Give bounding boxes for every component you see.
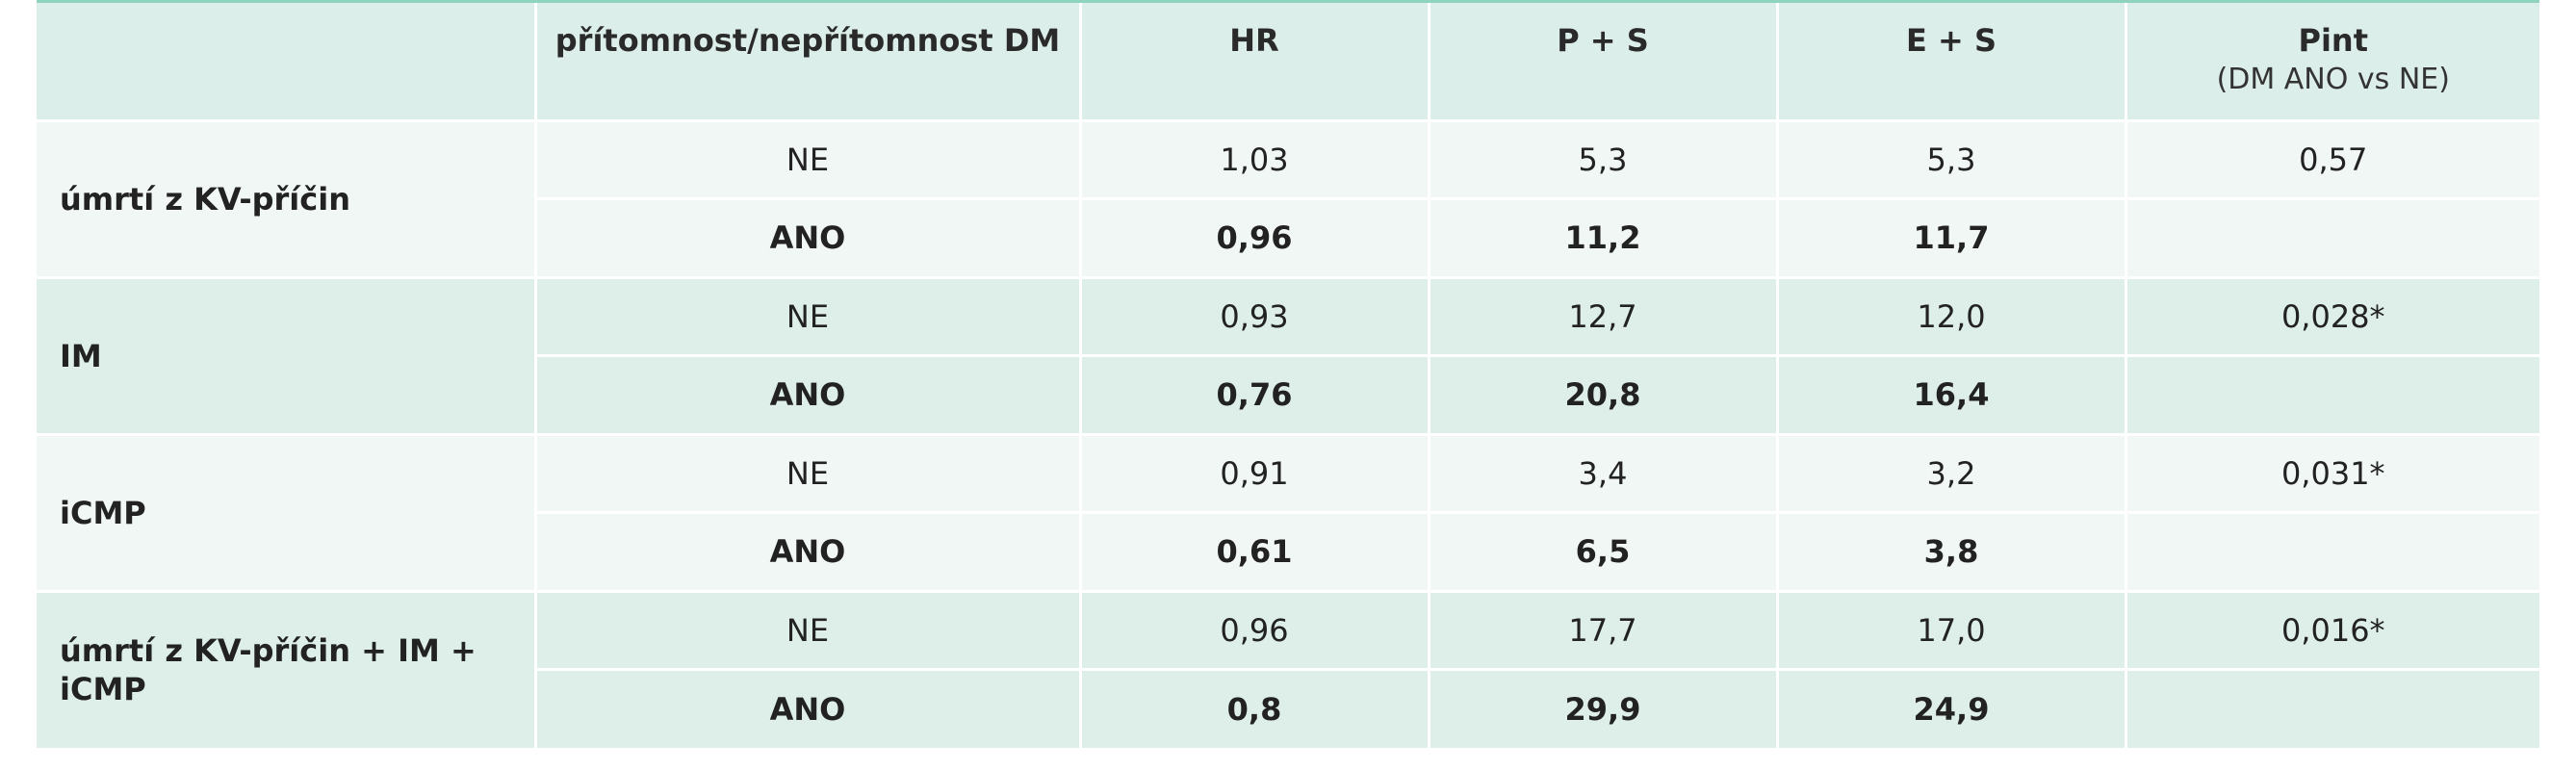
hr-cell: 0,8 — [1080, 667, 1430, 748]
endpoint-cell: úmrtí z KV-příčin — [37, 118, 537, 277]
es-cell: 3,2 — [1777, 432, 2127, 512]
ps-cell: 20,8 — [1429, 353, 1779, 434]
pint-cell: 0,028* — [2125, 275, 2539, 355]
pint-cell: 0,57 — [2125, 118, 2539, 198]
ps-cell: 5,3 — [1429, 118, 1779, 198]
dm-cell: ANO — [535, 196, 1082, 277]
dm-cell: NE — [535, 432, 1082, 512]
header-es: E + S — [1777, 3, 2127, 120]
hr-cell: 0,61 — [1080, 510, 1430, 591]
ps-cell: 3,4 — [1429, 432, 1779, 512]
dm-cell: NE — [535, 118, 1082, 198]
endpoint-cell: iCMP — [37, 432, 537, 591]
pint-cell: 0,016* — [2125, 589, 2539, 669]
table-header-row: přítomnost/nepřítomnost DM HR P + S E + … — [37, 3, 2539, 120]
header-hr: HR — [1080, 3, 1430, 120]
ps-cell: 11,2 — [1429, 196, 1779, 277]
header-dm: přítomnost/nepřítomnost DM — [535, 3, 1082, 120]
pint-cell-empty — [2125, 667, 2539, 748]
table-row: úmrtí z KV-příčin NE 1,03 5,3 5,3 0,57 — [37, 118, 2539, 277]
dm-cell: NE — [535, 589, 1082, 669]
pint-cell: 0,031* — [2125, 432, 2539, 512]
dm-cell: ANO — [535, 353, 1082, 434]
endpoint-cell: úmrtí z KV-příčin + IM + iCMP — [37, 589, 537, 748]
dm-cell: ANO — [535, 667, 1082, 748]
header-pint: Pint (DM ANO vs NE) — [2125, 3, 2539, 120]
ps-cell: 6,5 — [1429, 510, 1779, 591]
es-cell: 11,7 — [1777, 196, 2127, 277]
hr-cell: 0,76 — [1080, 353, 1430, 434]
hr-cell: 0,96 — [1080, 589, 1430, 669]
dm-cell: ANO — [535, 510, 1082, 591]
hr-cell: 0,91 — [1080, 432, 1430, 512]
ps-cell: 12,7 — [1429, 275, 1779, 355]
pint-cell-empty — [2125, 353, 2539, 434]
pint-cell-empty — [2125, 510, 2539, 591]
table-row: iCMP NE 0,91 3,4 3,2 0,031* — [37, 432, 2539, 591]
hr-cell: 1,03 — [1080, 118, 1430, 198]
es-cell: 5,3 — [1777, 118, 2127, 198]
table-row: IM NE 0,93 12,7 12,0 0,028* — [37, 275, 2539, 434]
results-table: přítomnost/nepřítomnost DM HR P + S E + … — [37, 3, 2539, 748]
dm-cell: NE — [535, 275, 1082, 355]
es-cell: 3,8 — [1777, 510, 2127, 591]
ps-cell: 29,9 — [1429, 667, 1779, 748]
header-ps: P + S — [1429, 3, 1779, 120]
table-top-rule — [37, 0, 2539, 3]
hr-cell: 0,93 — [1080, 275, 1430, 355]
es-cell: 17,0 — [1777, 589, 2127, 669]
es-cell: 12,0 — [1777, 275, 2127, 355]
header-endpoint — [37, 3, 537, 120]
endpoint-cell: IM — [37, 275, 537, 434]
header-pint-sub: (DM ANO vs NE) — [2216, 63, 2450, 96]
pint-cell-empty — [2125, 196, 2539, 277]
table-row: ANO 0,61 6,5 3,8 — [37, 510, 2539, 591]
table-row: úmrtí z KV-příčin + IM + iCMP NE 0,96 17… — [37, 589, 2539, 748]
hr-cell: 0,96 — [1080, 196, 1430, 277]
results-table-container: přítomnost/nepřítomnost DM HR P + S E + … — [37, 0, 2539, 748]
es-cell: 16,4 — [1777, 353, 2127, 434]
es-cell: 24,9 — [1777, 667, 2127, 748]
ps-cell: 17,7 — [1429, 589, 1779, 669]
header-pint-label: Pint — [2298, 22, 2369, 59]
